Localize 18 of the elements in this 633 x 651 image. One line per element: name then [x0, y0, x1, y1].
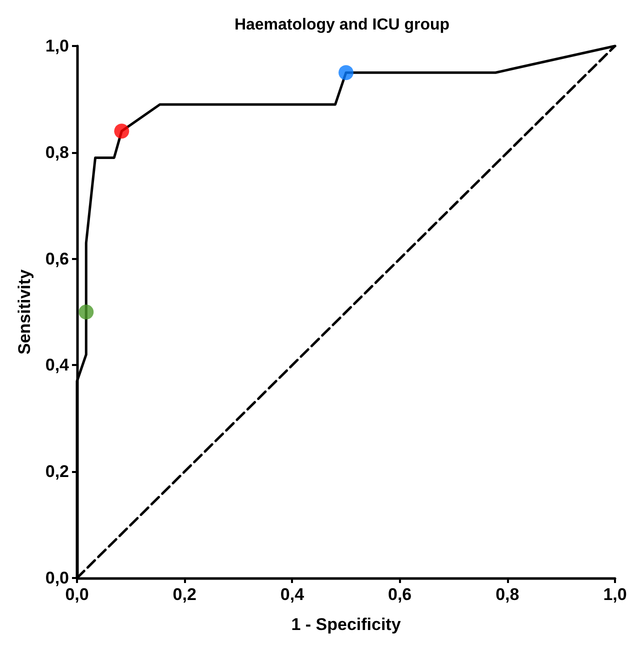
point	[114, 124, 130, 139]
y-tick-label: 0,0	[45, 568, 69, 588]
point	[338, 65, 354, 80]
y-tick-label: 0,8	[45, 142, 69, 162]
y-tick-label: 1,0	[45, 36, 69, 56]
x-tick-label: 0,4	[280, 585, 305, 604]
x-tick-label: 0,2	[172, 585, 196, 604]
x-tick-label: 0,6	[388, 585, 412, 604]
y-tick-label: 0,4	[45, 356, 70, 375]
x-tick-label: 0,8	[496, 585, 520, 604]
y-tick-label: 0,2	[45, 462, 69, 482]
y-tick-label: 0,6	[45, 249, 69, 268]
point	[78, 304, 94, 320]
y-axis-title: Sensitivity	[15, 268, 34, 355]
x-tick-label: 0,0	[65, 585, 89, 604]
x-tick-label: 1,0	[603, 585, 627, 604]
chart-title: Haematology and ICU group	[234, 16, 450, 34]
x-axis-title: 1 - Specificity	[291, 615, 402, 634]
